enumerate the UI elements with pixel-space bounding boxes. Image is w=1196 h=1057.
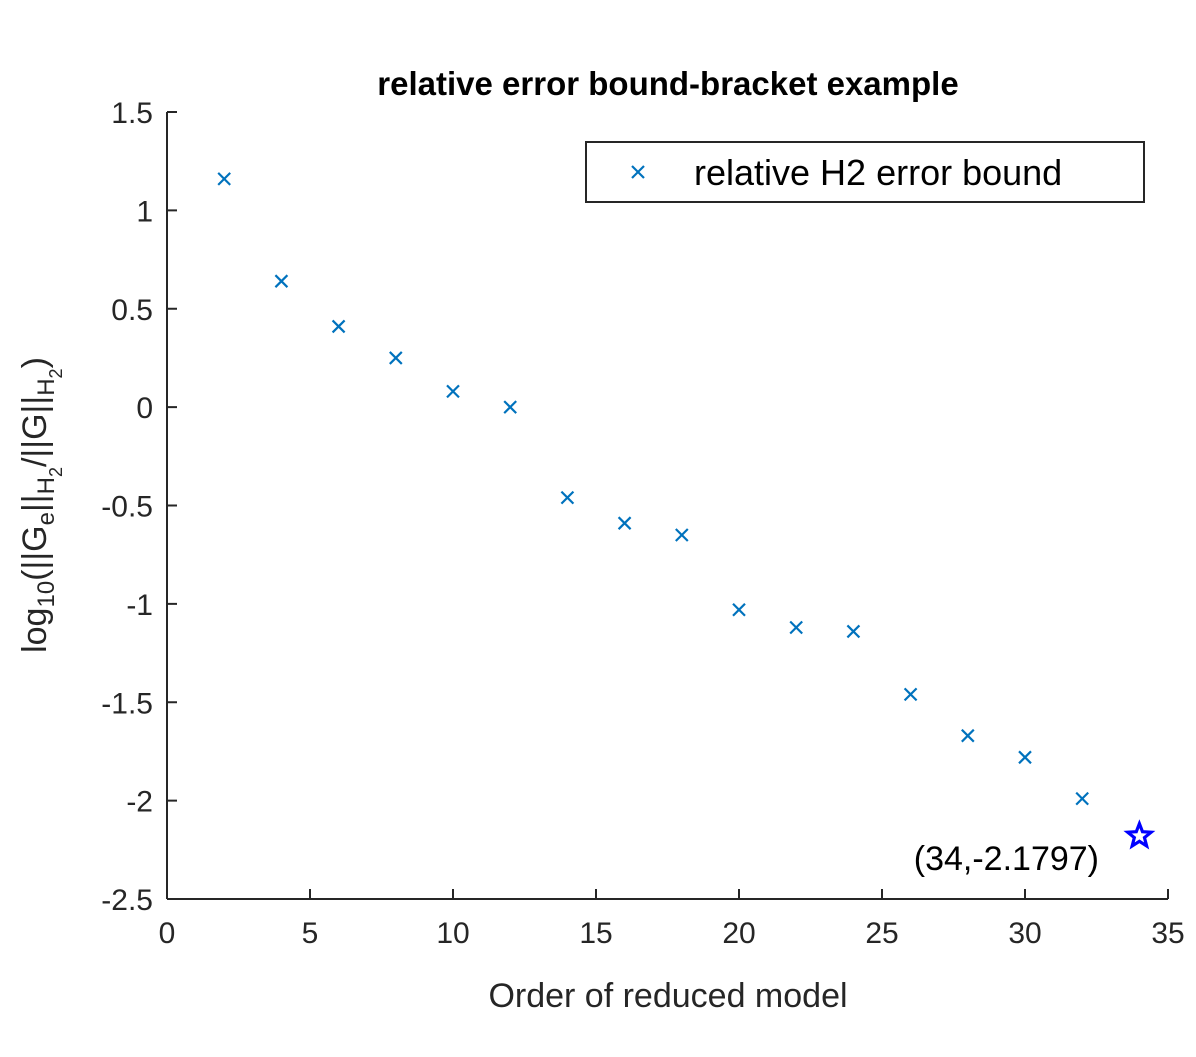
data-point	[503, 400, 517, 414]
data-point	[961, 728, 975, 743]
x-tick-label: 5	[302, 917, 319, 950]
data-point	[675, 528, 689, 542]
data-point	[274, 274, 289, 288]
data-point	[903, 687, 918, 702]
y-tick-label: -2	[126, 786, 153, 819]
x-tick-label: 20	[722, 917, 755, 950]
x-axis-label: Order of reduced model	[488, 977, 847, 1015]
y-tick-label: 1	[136, 195, 153, 228]
data-point	[732, 602, 746, 617]
y-tick-label: -2.5	[101, 884, 153, 917]
x-tick-label: 25	[865, 917, 898, 950]
x-tick-label: 30	[1008, 917, 1041, 950]
y-tick-label: 1.5	[111, 97, 153, 130]
data-point	[1018, 750, 1032, 765]
data-point	[789, 620, 803, 635]
axis-ticks: 0 5 10 15 20 25 30 35 1.5 1 0.5 0 -0.5 -1 -1.5 -2 -2.5	[101, 97, 1184, 950]
y-tick-label: 0.5	[111, 294, 153, 327]
y-tick-label: -1.5	[101, 687, 153, 720]
legend-label: relative H2 error bound	[694, 152, 1062, 193]
data-point	[617, 516, 632, 530]
y-tick-label: -0.5	[101, 491, 153, 524]
x-tick-label: 0	[159, 917, 176, 950]
chart-title: relative error bound-bracket example	[377, 65, 958, 102]
y-axis-label: log10(||Ge||H2/||G||H2)	[16, 357, 66, 653]
data-marks	[217, 172, 1156, 850]
data-point	[389, 351, 403, 365]
y-tick-label: 0	[136, 392, 153, 425]
highlight-star-inner	[1127, 823, 1151, 846]
legend-box	[585, 141, 1145, 203]
data-point	[331, 319, 346, 334]
legend: relative H2 error bound	[585, 141, 1145, 203]
x-tick-label: 35	[1151, 917, 1184, 950]
x-tick-label: 15	[579, 917, 612, 950]
data-point	[846, 624, 861, 639]
plot-background	[167, 112, 1168, 899]
data-point	[560, 490, 575, 505]
x-tick-label: 10	[436, 917, 469, 950]
data-point	[1075, 791, 1089, 806]
highlight-star-marker	[1123, 819, 1156, 850]
legend-marker-x-icon	[631, 165, 645, 179]
y-tick-label: -1	[126, 589, 153, 622]
data-point	[217, 172, 231, 186]
highlight-annotation: (34,-2.1797)	[914, 840, 1099, 878]
data-point	[446, 384, 460, 399]
